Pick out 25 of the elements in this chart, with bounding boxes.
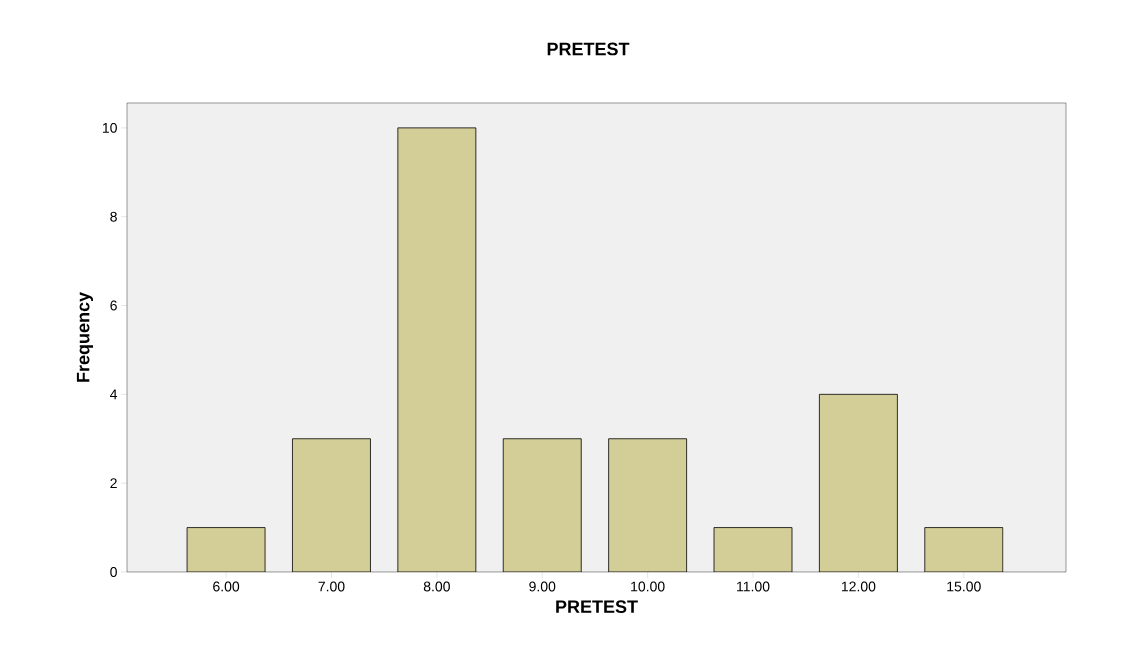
y-axis-title: Frequency [76, 292, 94, 382]
y-tick-label: 0 [110, 567, 117, 577]
chart-title: PRETEST [547, 42, 630, 56]
bar [924, 527, 1004, 572]
bar [187, 527, 266, 572]
x-tick-label: 10.00 [631, 581, 665, 592]
bar [292, 438, 371, 572]
x-tick-label: 9.00 [529, 581, 556, 592]
x-tick-label: 15.00 [947, 581, 981, 592]
y-tick-label: 8 [110, 211, 117, 222]
bar [714, 527, 793, 572]
bar [397, 127, 476, 572]
bar [608, 438, 687, 572]
x-tick-label: 7.00 [318, 581, 345, 592]
x-axis-title: PRETEST [556, 600, 638, 614]
x-tick-label: 11.00 [737, 581, 770, 592]
x-tick-label: 6.00 [213, 581, 240, 592]
bar [503, 438, 582, 572]
x-tick-label: 8.00 [423, 581, 450, 592]
x-tick-label: 12.00 [841, 581, 876, 592]
y-tick-label: 10 [102, 122, 117, 133]
y-tick-label: 2 [110, 478, 117, 489]
y-tick-label: 6 [110, 300, 117, 311]
bar [819, 394, 898, 572]
y-tick-label: 4 [110, 389, 118, 400]
